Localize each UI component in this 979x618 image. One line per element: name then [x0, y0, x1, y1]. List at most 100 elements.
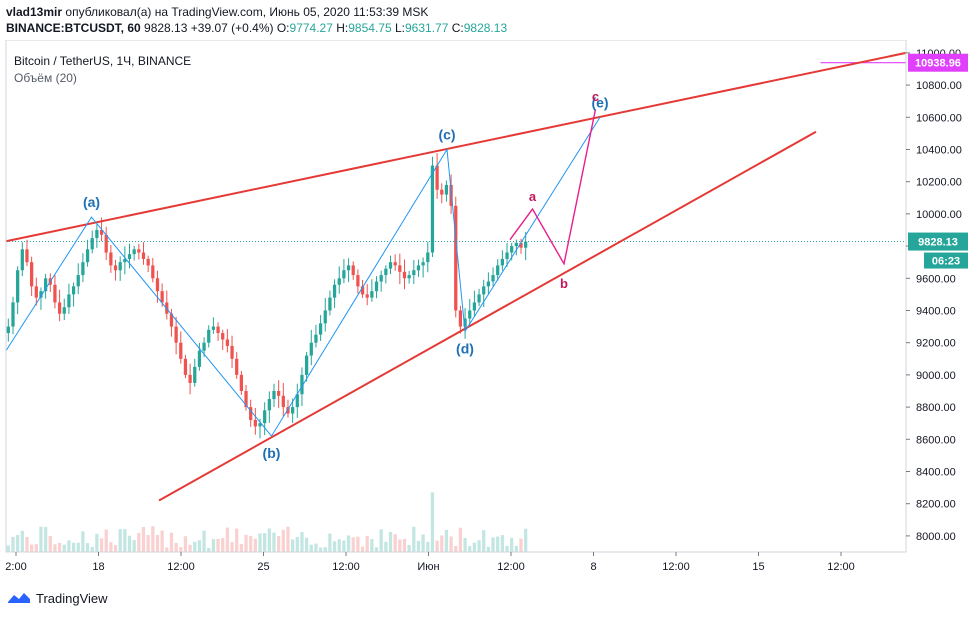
plot-frame [5, 40, 907, 553]
volume-bar [309, 544, 313, 552]
volume-bar [188, 544, 192, 552]
volume-bar [43, 526, 48, 552]
alt-wave-label: c [592, 89, 599, 104]
volume-bar [421, 534, 425, 552]
volume-bar [76, 542, 80, 552]
candle-body [519, 242, 523, 248]
volume-bar [323, 547, 327, 552]
publish-line: vlad13mir опубликовал(а) на TradingView.… [6, 4, 507, 20]
volume-bar [174, 542, 178, 552]
candle-body [393, 262, 397, 266]
candle-body [95, 229, 99, 239]
candle-body [193, 366, 197, 383]
y-tick-label: 9600.00 [916, 273, 956, 285]
candle-body [486, 281, 491, 287]
x-tick-label: 12:00 [827, 561, 855, 573]
volume-bar [137, 532, 141, 552]
volume-bar [430, 492, 435, 552]
candle-body [67, 294, 71, 308]
y-tick-label: 8600.00 [916, 434, 956, 446]
volume-bar [379, 529, 383, 552]
candle-body [402, 271, 407, 279]
volume-bar [384, 541, 388, 552]
author-name[interactable]: vlad13mir [6, 5, 63, 19]
wave-label: (d) [456, 340, 474, 356]
candle-body [30, 262, 34, 287]
volume-bar [472, 542, 477, 552]
volume-bar [272, 532, 276, 552]
price-chart[interactable]: (a) (b) (c) (d) (e) a b c 8000.00 8200.00 8400.00… [0, 40, 979, 585]
volume-bar [48, 535, 52, 552]
volume-bar [132, 540, 136, 552]
candle-body [249, 407, 253, 420]
volume-bar [127, 535, 132, 552]
candle-body [127, 254, 132, 259]
candle-body [482, 286, 486, 295]
y-tick-label: 8400.00 [916, 466, 956, 478]
volume-bar [202, 530, 206, 552]
y-tick-label: 8200.00 [916, 499, 956, 511]
candle-body [314, 334, 318, 343]
x-tick-label: 18 [92, 561, 104, 573]
candle-body [53, 284, 57, 303]
volume-bar [25, 537, 29, 552]
volume-bar [95, 533, 99, 552]
candle-body [137, 249, 141, 253]
y-tick-label: 10000.00 [916, 209, 962, 221]
volume-bar [365, 535, 369, 552]
candle-body [440, 189, 444, 195]
open-value: 9774.27 [289, 21, 333, 35]
candle-body [332, 284, 337, 298]
tradingview-logo-icon [8, 593, 30, 603]
countdown-badge [924, 252, 968, 269]
candle-body [113, 265, 118, 271]
volume-bar [62, 544, 66, 552]
candle-body [524, 241, 528, 248]
candle-body [323, 310, 327, 324]
ohlc-line: BINANCE:BTCUSDT, 60 9828.13 +39.07 (+0.4… [6, 20, 507, 36]
volume-bar [426, 541, 430, 552]
volume-bar [6, 545, 10, 552]
volume-bar [267, 528, 271, 552]
x-tick-label: 8 [590, 561, 596, 573]
volume-bar [20, 530, 24, 552]
volume-bar [388, 531, 393, 552]
candle-body [272, 390, 276, 400]
volume-bar [244, 534, 248, 552]
candle-body [188, 374, 192, 383]
candle-body [151, 265, 155, 279]
y-tick-label: 8000.00 [916, 531, 956, 543]
candles [6, 153, 528, 439]
volume-bar [505, 545, 509, 552]
low-value: 9631.77 [405, 21, 449, 35]
chart-legend: Bitcoin / TetherUS, 1Ч, BINANCE Объём (2… [14, 53, 191, 87]
volume-bar [519, 538, 523, 552]
candle-body [141, 252, 146, 259]
wave-label: (e) [591, 94, 608, 110]
candle-body [25, 249, 29, 263]
candle-body [454, 205, 458, 311]
candle-body [253, 419, 257, 427]
x-tick-label: 12:00 [167, 561, 195, 573]
volume-bar [113, 545, 118, 552]
candle-body [211, 326, 216, 330]
y-tick-label: 10200.00 [916, 177, 962, 189]
volume-bar [286, 526, 290, 552]
volume-bar [16, 535, 20, 552]
volume-bar [449, 536, 453, 552]
volume-bar [85, 543, 90, 552]
candle-body [295, 394, 299, 408]
volume-bar [169, 532, 174, 552]
volume-bar [71, 542, 76, 552]
candle-body [360, 286, 365, 295]
x-tick-label: 25 [257, 561, 269, 573]
volume-bar [491, 537, 495, 552]
candle-body [71, 286, 76, 295]
footer-brand[interactable]: TradingView [36, 590, 108, 606]
alt-wave-label: a [529, 189, 537, 204]
candle-body [300, 374, 304, 395]
candle-body [11, 302, 15, 327]
volume-bar [374, 547, 379, 552]
published-text: опубликовал(а) на TradingView.com, Июнь … [65, 5, 429, 19]
volume-bar [207, 547, 211, 552]
